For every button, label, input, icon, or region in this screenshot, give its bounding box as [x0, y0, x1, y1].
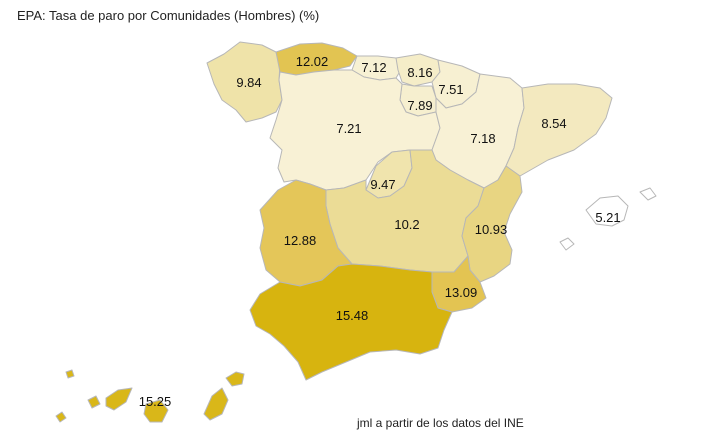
region-label-galicia: 9.84	[236, 75, 261, 90]
region-label-castilla-y-leon: 7.21	[336, 121, 361, 136]
region-label-pais-vasco: 8.16	[407, 65, 432, 80]
region-andalucia	[249, 263, 453, 381]
region-label-andalucia: 15.48	[336, 308, 369, 323]
region-label-cantabria: 7.12	[361, 60, 386, 75]
region-label-madrid: 9.47	[370, 177, 395, 192]
region-cataluna	[505, 83, 613, 177]
region-label-aragon: 7.18	[470, 131, 495, 146]
region-label-castilla-la-mancha: 10.2	[394, 217, 419, 232]
region-label-canarias: 15.25	[139, 394, 172, 409]
region-label-navarra: 7.51	[438, 82, 463, 97]
region-label-murcia: 13.09	[445, 285, 478, 300]
region-label-la-rioja: 7.89	[407, 98, 432, 113]
region-label-valencia: 10.93	[475, 222, 508, 237]
map-title: EPA: Tasa de paro por Comunidades (Hombr…	[17, 8, 320, 23]
region-canarias	[55, 369, 245, 423]
region-label-asturias: 12.02	[296, 54, 329, 69]
region-label-extremadura: 12.88	[284, 233, 317, 248]
region-label-baleares: 5.21	[595, 210, 620, 225]
region-baleares	[559, 187, 657, 251]
source-note: jml a partir de los datos del INE	[357, 416, 524, 430]
region-label-cataluna: 8.54	[541, 116, 566, 131]
region-valencia	[461, 165, 523, 283]
